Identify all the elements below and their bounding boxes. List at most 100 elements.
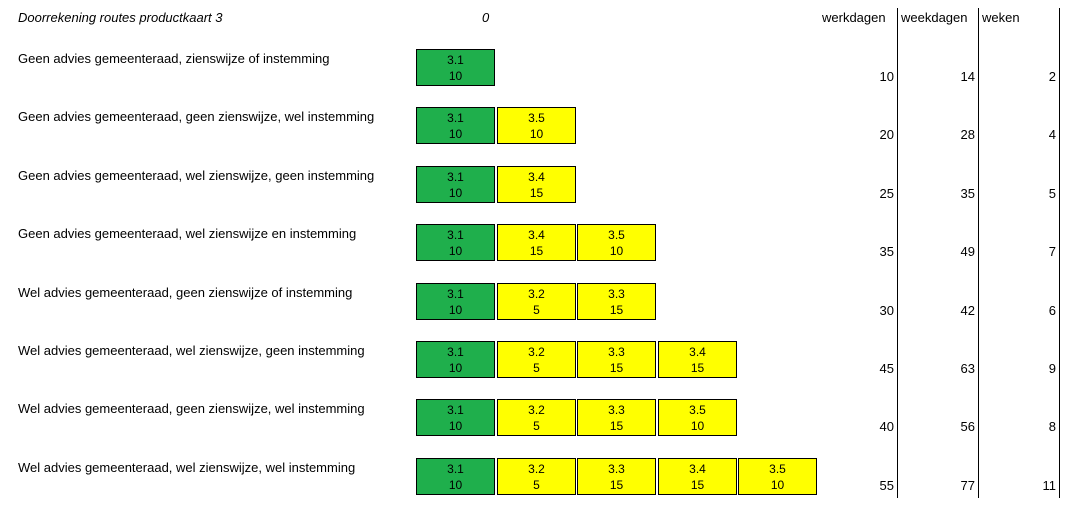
column-divider-weken [1059,8,1060,498]
route-label: Geen advies gemeenteraad, wel zienswijze… [18,226,357,241]
value-werkdagen: 30 [879,303,894,318]
step-box: 3.2 5 [497,458,576,495]
step-box: 3.1 10 [416,283,495,320]
value-weken: 2 [1048,69,1056,84]
value-weken: 8 [1048,419,1056,434]
step-box: 3.1 10 [416,166,495,203]
step-box: 3.4 15 [497,224,576,261]
step-days: 10 [448,478,463,492]
step-code: 3.2 [528,403,545,417]
step-box: 3.3 15 [577,458,656,495]
route-label: Geen advies gemeenteraad, zienswijze of … [18,51,330,66]
step-box: 3.5 10 [658,399,737,436]
step-days: 10 [609,244,624,258]
step-box: 3.2 5 [497,341,576,378]
sheet-title: Doorrekening routes productkaart 3 [18,10,223,25]
step-days: 15 [690,478,705,492]
step-box: 3.4 15 [497,166,576,203]
step-code: 3.4 [689,345,706,359]
step-box: 3.5 10 [577,224,656,261]
value-weekdagen: 77 [960,478,975,493]
step-box: 3.3 15 [577,341,656,378]
step-code: 3.5 [608,228,625,242]
step-days: 10 [770,478,785,492]
step-code: 3.3 [608,287,625,301]
step-days: 15 [529,186,544,200]
value-werkdagen: 55 [879,478,894,493]
route-label: Geen advies gemeenteraad, wel zienswijze… [18,168,375,183]
value-weekdagen: 14 [960,69,975,84]
step-days: 10 [529,127,544,141]
value-weekdagen: 56 [960,419,975,434]
step-days: 10 [448,244,463,258]
value-weken: 7 [1048,244,1056,259]
value-weekdagen: 42 [960,303,975,318]
header-werkdagen: werkdagen [822,10,886,25]
step-code: 3.4 [528,228,545,242]
step-box: 3.4 15 [658,341,737,378]
value-weken: 9 [1048,361,1056,376]
step-box: 3.2 5 [497,283,576,320]
zero-marker: 0 [482,10,490,25]
step-code: 3.1 [447,228,464,242]
value-weken: 5 [1048,186,1056,201]
step-days: 15 [609,361,624,375]
step-days: 10 [448,303,463,317]
step-box: 3.5 10 [738,458,817,495]
step-days: 10 [448,127,463,141]
step-code: 3.1 [447,287,464,301]
step-box: 3.1 10 [416,399,495,436]
step-days: 15 [609,303,624,317]
step-code: 3.1 [447,345,464,359]
step-code: 3.1 [447,462,464,476]
step-code: 3.1 [447,403,464,417]
step-box: 3.3 15 [577,283,656,320]
step-code: 3.5 [769,462,786,476]
step-days: 10 [448,361,463,375]
step-box: 3.2 5 [497,399,576,436]
step-code: 3.3 [608,403,625,417]
step-code: 3.3 [608,462,625,476]
step-days: 5 [533,303,540,317]
header-weekdagen: weekdagen [901,10,968,25]
step-days: 15 [609,419,624,433]
value-weekdagen: 63 [960,361,975,376]
value-werkdagen: 40 [879,419,894,434]
step-box: 3.5 10 [497,107,576,144]
value-werkdagen: 20 [879,127,894,142]
value-werkdagen: 35 [879,244,894,259]
step-days: 5 [533,419,540,433]
step-code: 3.2 [528,462,545,476]
route-label: Geen advies gemeenteraad, geen zienswijz… [18,109,375,124]
value-weekdagen: 49 [960,244,975,259]
step-box: 3.3 15 [577,399,656,436]
step-code: 3.3 [608,345,625,359]
column-divider-werkdagen [897,8,898,498]
step-box: 3.4 15 [658,458,737,495]
value-werkdagen: 45 [879,361,894,376]
step-days: 10 [448,186,463,200]
route-label: Wel advies gemeenteraad, wel zienswijze,… [18,343,365,358]
step-code: 3.5 [689,403,706,417]
step-code: 3.1 [447,53,464,67]
step-days: 15 [609,478,624,492]
step-box: 3.1 10 [416,458,495,495]
step-code: 3.2 [528,287,545,301]
step-box: 3.1 10 [416,49,495,86]
value-werkdagen: 10 [879,69,894,84]
value-weekdagen: 28 [960,127,975,142]
value-weken: 4 [1048,127,1056,142]
step-days: 5 [533,478,540,492]
route-label: Wel advies gemeenteraad, geen zienswijze… [18,401,365,416]
step-code: 3.4 [689,462,706,476]
step-days: 5 [533,361,540,375]
step-days: 10 [690,419,705,433]
step-code: 3.2 [528,345,545,359]
header-weken: weken [982,10,1020,25]
step-box: 3.1 10 [416,107,495,144]
value-weekdagen: 35 [960,186,975,201]
value-weken: 11 [1042,478,1057,493]
step-days: 15 [529,244,544,258]
column-divider-weekdagen [978,8,979,498]
step-code: 3.1 [447,111,464,125]
